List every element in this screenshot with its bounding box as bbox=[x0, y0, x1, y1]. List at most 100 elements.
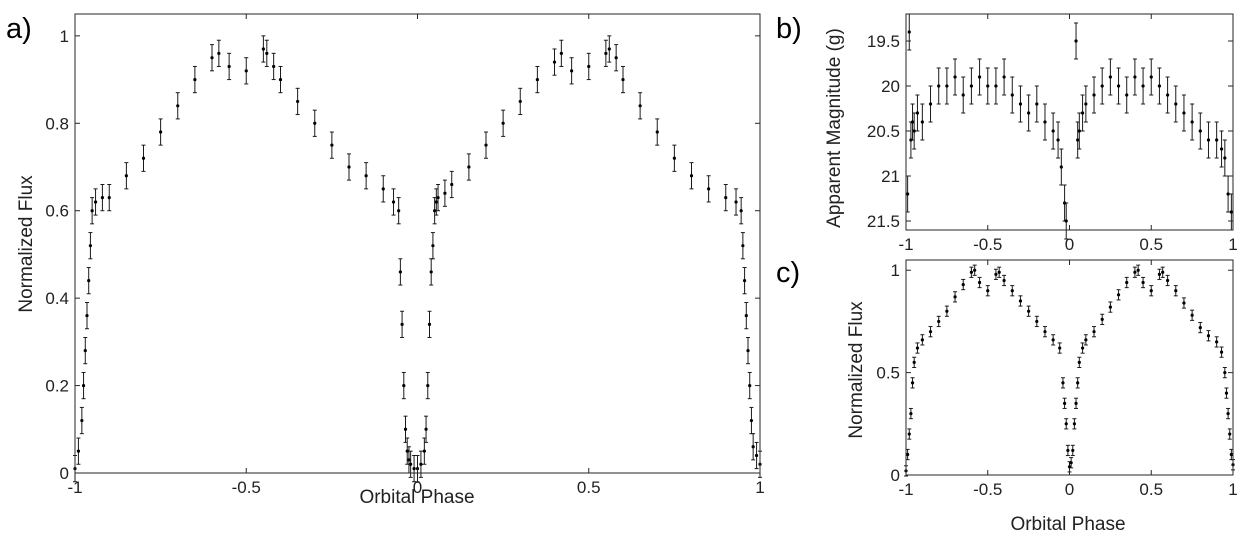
data-point bbox=[124, 174, 128, 178]
data-point bbox=[1084, 102, 1088, 106]
data-point bbox=[424, 427, 428, 431]
data-point bbox=[1061, 381, 1065, 385]
data-point bbox=[1018, 299, 1023, 303]
data-point bbox=[559, 51, 563, 55]
data-point bbox=[1076, 138, 1080, 142]
data-point bbox=[1108, 305, 1112, 309]
data-point bbox=[910, 381, 915, 385]
data-point bbox=[1125, 93, 1129, 97]
data-point bbox=[1229, 210, 1233, 214]
data-point bbox=[1002, 75, 1006, 79]
data-point bbox=[431, 244, 435, 248]
data-point bbox=[364, 174, 368, 178]
data-point bbox=[1215, 340, 1219, 344]
data-point bbox=[80, 418, 84, 423]
y-tick-label: 0.4 bbox=[45, 289, 69, 308]
data-point bbox=[1198, 129, 1202, 133]
data-point bbox=[330, 143, 334, 147]
panel-b-marks bbox=[905, 13, 1234, 240]
data-point bbox=[1223, 371, 1227, 375]
data-point bbox=[920, 120, 924, 124]
data-point bbox=[1166, 278, 1170, 283]
data-point bbox=[265, 51, 269, 55]
data-point bbox=[746, 349, 750, 353]
x-tick-label: 0 bbox=[1065, 480, 1074, 499]
data-point bbox=[969, 84, 974, 88]
data-point bbox=[1035, 319, 1039, 324]
data-point bbox=[986, 289, 990, 293]
data-point bbox=[193, 77, 197, 82]
data-point bbox=[100, 196, 104, 200]
panel-a-yticks: 0 0.2 0.4 0.6 0.8 1 bbox=[45, 27, 760, 483]
panel-c-marks bbox=[904, 264, 1235, 477]
data-point bbox=[1100, 317, 1104, 321]
data-point bbox=[1043, 120, 1047, 124]
panel-b-ylabel: Apparent Magnitude (g) bbox=[824, 28, 845, 228]
data-point bbox=[391, 200, 396, 204]
data-point bbox=[1157, 272, 1162, 276]
panel-c-xlabel: Orbital Phase bbox=[1010, 514, 1125, 535]
data-point bbox=[1062, 401, 1067, 405]
panel-a-label: a) bbox=[6, 13, 32, 45]
data-point bbox=[76, 449, 81, 453]
data-point bbox=[587, 64, 591, 69]
data-point bbox=[912, 360, 916, 364]
data-point bbox=[906, 452, 910, 457]
data-point bbox=[1161, 270, 1165, 274]
data-point bbox=[1076, 381, 1080, 385]
data-point bbox=[945, 309, 949, 313]
x-tick-label: -0.5 bbox=[973, 235, 1002, 254]
y-tick-label: 1 bbox=[891, 261, 900, 280]
data-point bbox=[1223, 156, 1227, 160]
data-point bbox=[400, 322, 404, 326]
data-point bbox=[928, 102, 933, 106]
x-tick-label: 0 bbox=[413, 478, 422, 497]
data-point bbox=[1071, 448, 1075, 453]
data-point bbox=[1198, 325, 1202, 330]
data-point bbox=[398, 270, 402, 274]
data-point bbox=[501, 121, 505, 125]
data-point bbox=[1100, 84, 1104, 88]
data-point bbox=[443, 191, 447, 195]
panel-c-frame bbox=[905, 259, 1234, 476]
data-point bbox=[1206, 334, 1211, 338]
data-point bbox=[1058, 346, 1062, 350]
data-point bbox=[614, 56, 618, 60]
data-point bbox=[1092, 93, 1096, 97]
data-point bbox=[638, 104, 642, 108]
data-point bbox=[1064, 422, 1068, 426]
data-point bbox=[1077, 129, 1081, 133]
data-point bbox=[1215, 138, 1219, 142]
data-point bbox=[484, 143, 488, 147]
data-point bbox=[1116, 84, 1121, 88]
x-tick-label: 0 bbox=[1065, 235, 1074, 254]
x-tick-label: -1 bbox=[898, 235, 913, 254]
data-point bbox=[741, 244, 745, 248]
data-point bbox=[412, 467, 416, 471]
data-point bbox=[450, 182, 454, 187]
data-point bbox=[604, 51, 608, 55]
data-point bbox=[1166, 93, 1170, 97]
data-point bbox=[734, 200, 738, 204]
data-point bbox=[1190, 120, 1194, 124]
panel-b-yticks: 19.5 20 20.5 21 21.5 bbox=[867, 32, 1233, 231]
data-point bbox=[969, 270, 974, 274]
data-point bbox=[1125, 280, 1129, 285]
data-point bbox=[907, 432, 911, 436]
data-point bbox=[655, 130, 659, 134]
data-point bbox=[429, 270, 433, 274]
data-point bbox=[278, 77, 283, 82]
data-point bbox=[1084, 338, 1088, 342]
data-point bbox=[1206, 138, 1211, 142]
data-point bbox=[1136, 268, 1140, 272]
x-tick-label: 0.5 bbox=[1139, 480, 1163, 499]
data-point bbox=[1149, 75, 1153, 79]
data-point bbox=[347, 165, 351, 169]
panel-a-marks bbox=[73, 35, 762, 483]
data-point bbox=[1010, 289, 1014, 293]
data-point bbox=[937, 319, 941, 324]
data-point bbox=[961, 93, 965, 97]
y-tick-label: 0.8 bbox=[45, 114, 69, 133]
data-point bbox=[83, 349, 87, 353]
data-point bbox=[1051, 129, 1055, 133]
